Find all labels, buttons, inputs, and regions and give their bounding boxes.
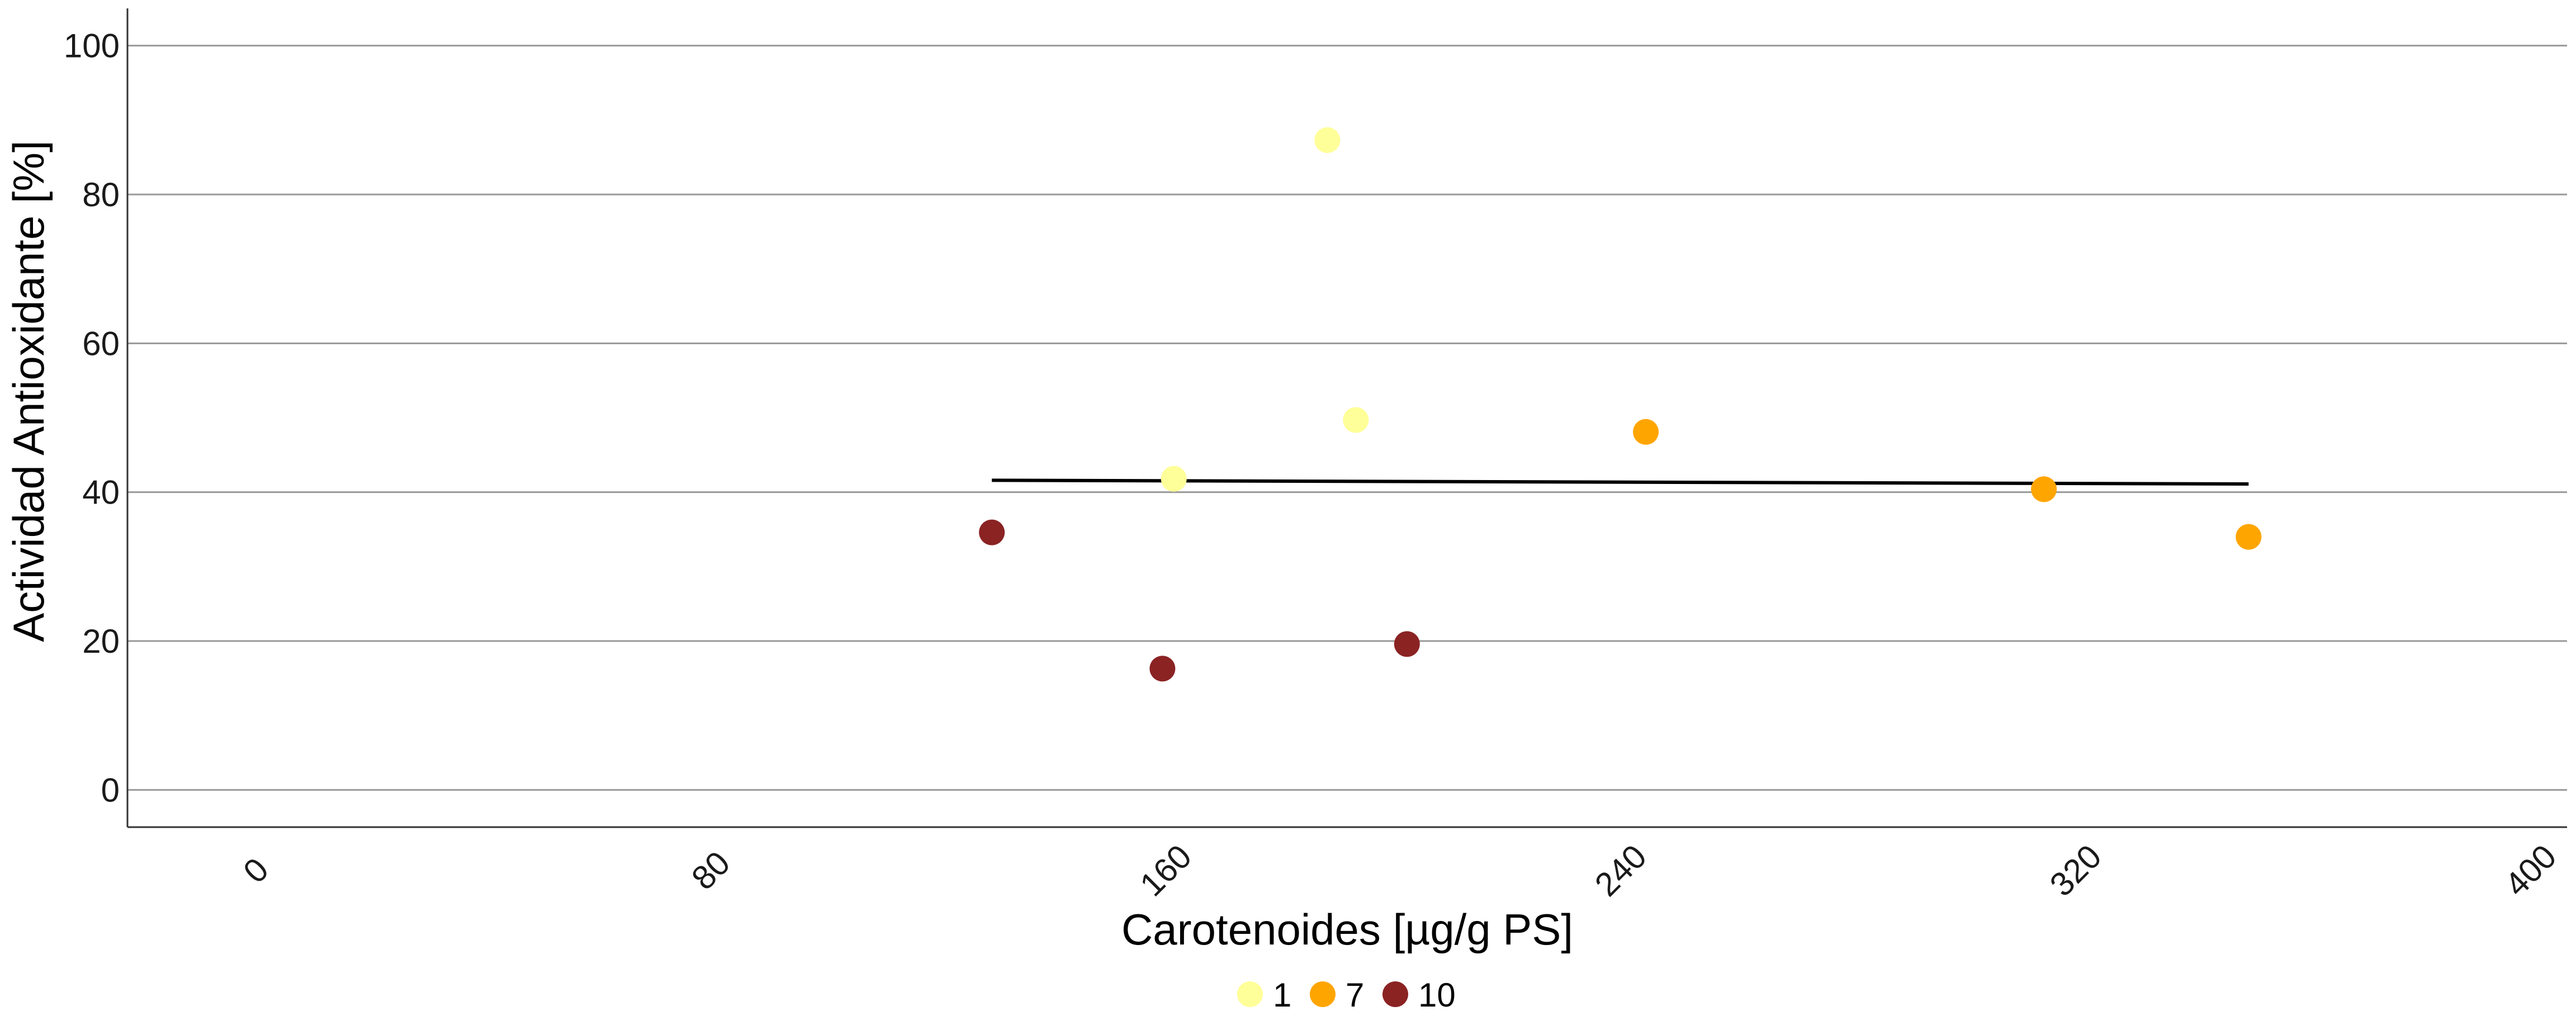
grid-lines — [127, 45, 2567, 791]
data-point-series-7 — [2236, 524, 2262, 550]
data-point-series-10 — [1394, 631, 1420, 657]
axes — [126, 8, 2567, 828]
x-tick-label: 400 — [2498, 837, 2564, 903]
y-tick-label: 40 — [82, 474, 120, 511]
data-point-series-7 — [2031, 476, 2057, 502]
y-tick-label: 80 — [82, 176, 120, 213]
data-point-series-1 — [1161, 466, 1187, 492]
x-tick-label: 0 — [236, 851, 276, 890]
legend-label-1: 1 — [1273, 976, 1291, 1014]
data-point-series-1 — [1343, 407, 1369, 433]
x-tick-label: 80 — [684, 844, 737, 897]
legend: 1 7 10 — [1237, 976, 1456, 1014]
x-axis-title: Carotenoides [µg/g PS] — [1121, 905, 1573, 954]
y-tick-label: 0 — [101, 771, 120, 809]
legend-key-1 — [1237, 981, 1263, 1007]
legend-label-7: 7 — [1346, 976, 1364, 1014]
legend-key-10 — [1382, 981, 1408, 1007]
data-points — [979, 127, 2262, 682]
legend-key-7 — [1310, 981, 1336, 1007]
data-point-series-7 — [1633, 419, 1659, 445]
y-axis-title: Actividad Antioxidante [%] — [4, 140, 53, 642]
x-tick-label: 160 — [1133, 837, 1199, 903]
data-point-series-10 — [979, 519, 1005, 545]
x-tick-labels: 0 80 160 240 320 400 — [236, 837, 2564, 903]
y-tick-label: 100 — [64, 27, 120, 65]
x-tick-label: 240 — [1588, 837, 1654, 903]
y-tick-labels: 0 20 40 60 80 100 — [64, 27, 120, 809]
x-tick-label: 320 — [2043, 837, 2109, 903]
data-point-series-10 — [1149, 656, 1176, 682]
y-tick-label: 60 — [82, 325, 120, 362]
legend-label-10: 10 — [1418, 976, 1456, 1014]
y-tick-label: 20 — [82, 623, 120, 660]
data-point-series-1 — [1314, 127, 1341, 153]
